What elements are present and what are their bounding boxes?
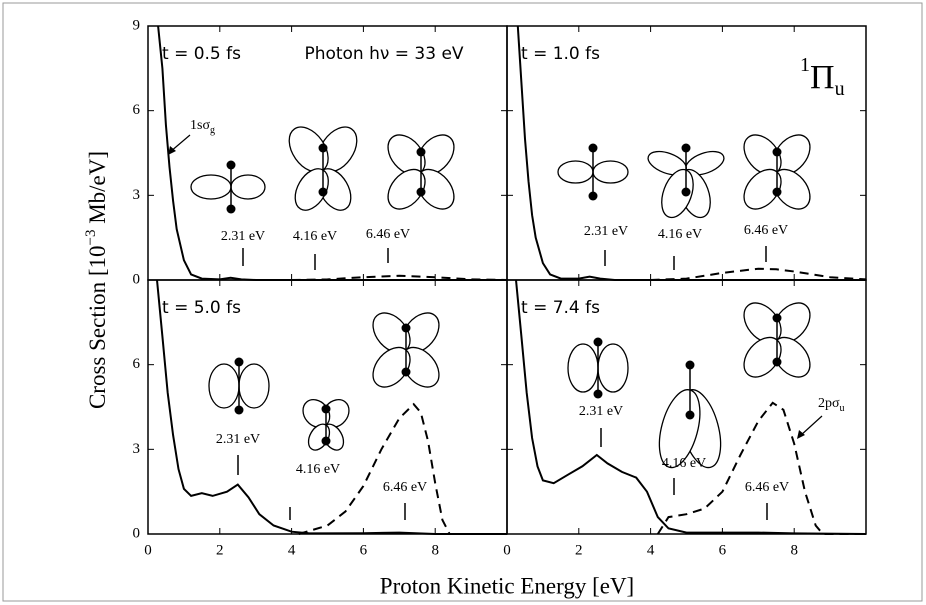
energy-label: 2.31 eV <box>216 432 260 447</box>
y-tick-label: 3 <box>133 187 141 203</box>
nucleus <box>589 192 598 201</box>
symmetry-sup: 1 <box>800 54 810 76</box>
orbital <box>298 394 355 453</box>
energy-label: 4.16 eV <box>658 227 702 242</box>
nucleus <box>227 161 236 170</box>
orbital <box>558 144 628 201</box>
orbital <box>645 144 727 222</box>
y-label-text: Cross Section [10 <box>85 245 110 409</box>
energy-label: 6.46 eV <box>745 480 789 495</box>
nucleus <box>417 148 426 157</box>
orbital <box>191 161 265 214</box>
nucleus <box>773 358 782 367</box>
nucleus <box>235 406 244 415</box>
panel-title: t = 7.4 fs <box>521 298 600 318</box>
curve-label: 1sσg <box>190 118 215 136</box>
nucleus <box>402 324 411 333</box>
x-tick-label: 0 <box>144 542 152 558</box>
arrow-head <box>797 430 805 439</box>
x-tick-label: 6 <box>719 542 727 558</box>
nucleus <box>319 188 328 197</box>
y-tick-label: 6 <box>133 356 141 372</box>
nucleus <box>319 144 328 153</box>
panel-title: t = 5.0 fs <box>162 298 241 318</box>
curve-label-sub: u <box>840 403 845 414</box>
orbital <box>381 128 462 216</box>
energy-label: 6.46 eV <box>366 227 410 242</box>
energy-label: 2.31 eV <box>221 229 265 244</box>
series-line <box>651 269 866 280</box>
y-label-after: Mb/eV] <box>85 151 110 230</box>
energy-label: 4.16 eV <box>296 462 340 477</box>
orbital-lobe <box>209 364 239 408</box>
x-tick-label: 2 <box>216 542 224 558</box>
orbital <box>737 296 818 384</box>
orbital-lobe <box>231 175 265 199</box>
energy-label: 4.16 eV <box>293 229 337 244</box>
nucleus <box>773 314 782 323</box>
orbital-lobe <box>239 364 269 408</box>
x-axis-label: Proton Kinetic Energy [eV] <box>380 573 634 598</box>
nucleus <box>686 361 695 370</box>
x-tick-label: 2 <box>575 542 583 558</box>
nucleus <box>594 338 603 347</box>
curve-label: 2pσu <box>818 396 845 414</box>
orbital <box>652 361 728 472</box>
y-tick-label: 0 <box>133 525 141 541</box>
energy-label: 6.46 eV <box>744 223 788 238</box>
nucleus <box>402 368 411 377</box>
y-tick-label: 3 <box>133 441 141 457</box>
nucleus <box>773 148 782 157</box>
x-tick-label: 4 <box>288 542 296 558</box>
y-tick-label: 6 <box>133 102 141 118</box>
orbital-lobe <box>598 344 628 392</box>
energy-label: 4.16 eV <box>662 456 706 471</box>
panel-title: t = 1.0 fs <box>521 44 600 64</box>
nucleus <box>773 188 782 197</box>
nucleus <box>227 205 236 214</box>
orbital <box>366 306 447 394</box>
symmetry-sub: u <box>835 78 845 100</box>
nucleus <box>594 390 603 399</box>
y-label-sup: −3 <box>83 230 99 246</box>
arrow <box>800 416 822 436</box>
energy-label: 2.31 eV <box>579 404 623 419</box>
orbital-lobe <box>568 344 598 392</box>
panel-title: t = 0.5 fs <box>162 44 241 64</box>
nucleus <box>682 188 691 197</box>
figure: Cross Section [10−3 Mb/eV] Proton Kineti… <box>0 0 926 605</box>
orbital <box>568 338 628 399</box>
nucleus <box>589 144 598 153</box>
symmetry-label: 1Πu <box>800 54 845 100</box>
x-tick-label: 8 <box>431 542 439 558</box>
y-tick-label: 9 <box>133 17 141 33</box>
curve-label-sub: g <box>210 125 215 136</box>
photon-label: Photon hν = 33 eV <box>304 44 463 64</box>
curve-label-text: 1sσ <box>190 118 210 133</box>
orbital-lobe <box>558 161 593 183</box>
nucleus <box>686 411 695 420</box>
energy-label: 2.31 eV <box>584 224 628 239</box>
orbital <box>281 120 365 216</box>
orbital <box>737 128 818 216</box>
x-tick-label: 4 <box>647 542 655 558</box>
y-tick-label: 0 <box>133 271 141 287</box>
symmetry-main: Π <box>810 59 835 96</box>
nucleus <box>417 188 426 197</box>
nucleus <box>322 437 331 446</box>
x-tick-label: 6 <box>360 542 368 558</box>
curve-label-text: 2pσ <box>818 396 840 411</box>
x-tick-label: 0 <box>503 542 511 558</box>
frame <box>3 3 922 601</box>
energy-label: 6.46 eV <box>383 480 427 495</box>
orbital-lobe <box>191 175 231 199</box>
x-tick-label: 8 <box>790 542 798 558</box>
y-axis-label: Cross Section [10−3 Mb/eV] <box>83 151 110 409</box>
nucleus <box>682 144 691 153</box>
nucleus <box>322 405 331 414</box>
nucleus <box>235 358 244 367</box>
orbital <box>209 358 269 415</box>
orbital-lobe <box>593 161 628 183</box>
